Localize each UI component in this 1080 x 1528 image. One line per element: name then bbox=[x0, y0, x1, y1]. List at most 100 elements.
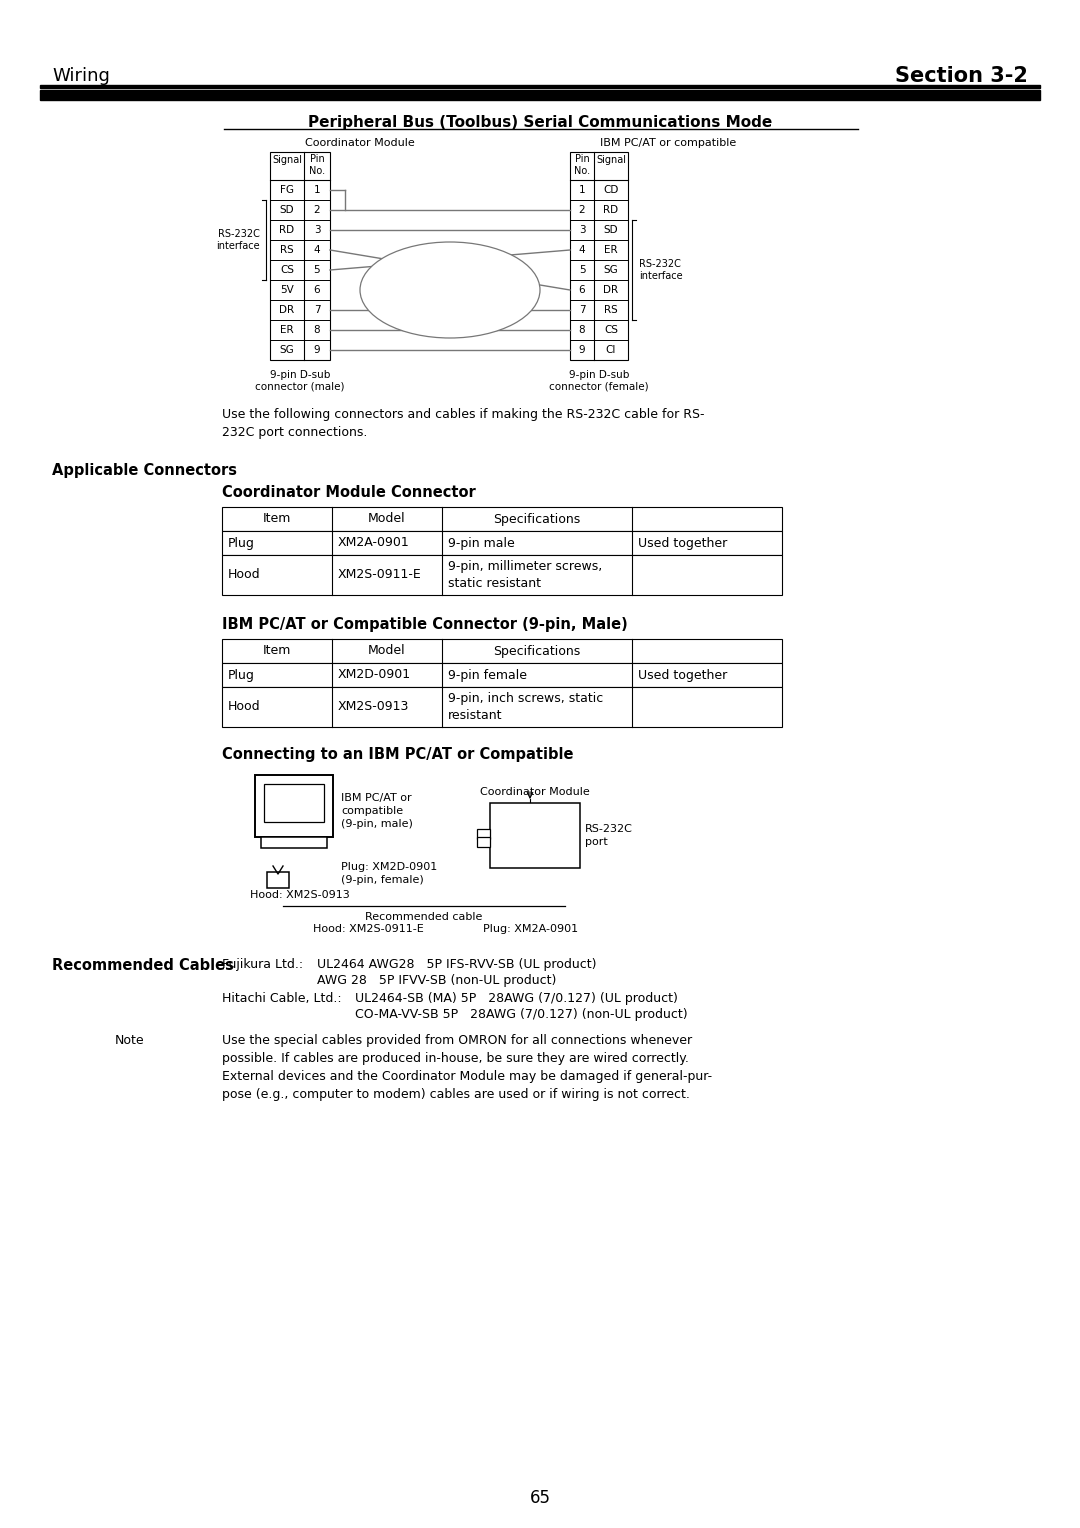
Text: 1: 1 bbox=[579, 185, 585, 196]
Bar bbox=[222, 507, 782, 532]
Text: Connecting to an IBM PC/AT or Compatible: Connecting to an IBM PC/AT or Compatible bbox=[222, 747, 573, 762]
Bar bbox=[570, 151, 627, 361]
Text: UL2464 AWG28   5P IFS-RVV-SB (UL product): UL2464 AWG28 5P IFS-RVV-SB (UL product) bbox=[318, 958, 596, 970]
Text: AWG 28   5P IFVV-SB (non-UL product): AWG 28 5P IFVV-SB (non-UL product) bbox=[318, 973, 556, 987]
Text: Pin
No.: Pin No. bbox=[309, 154, 325, 176]
Text: Use the special cables provided from OMRON for all connections whenever
possible: Use the special cables provided from OMR… bbox=[222, 1034, 712, 1102]
Text: 6: 6 bbox=[313, 286, 321, 295]
Text: 5: 5 bbox=[579, 264, 585, 275]
Text: 2: 2 bbox=[579, 205, 585, 215]
Bar bbox=[222, 663, 782, 688]
Text: Signal: Signal bbox=[272, 154, 302, 165]
Text: 8: 8 bbox=[313, 325, 321, 335]
Text: Model: Model bbox=[368, 645, 406, 657]
Bar bbox=[40, 86, 1040, 89]
Text: Item: Item bbox=[262, 645, 292, 657]
Text: Plug: Plug bbox=[228, 669, 255, 681]
Text: ER: ER bbox=[604, 244, 618, 255]
Text: SD: SD bbox=[280, 205, 295, 215]
Text: IBM PC/AT or Compatible Connector (9-pin, Male): IBM PC/AT or Compatible Connector (9-pin… bbox=[222, 617, 627, 633]
Text: Signal: Signal bbox=[596, 154, 626, 165]
Text: Recommended Cables: Recommended Cables bbox=[52, 958, 234, 973]
Text: 9: 9 bbox=[313, 345, 321, 354]
Text: Item: Item bbox=[262, 512, 292, 526]
Text: SD: SD bbox=[604, 225, 619, 235]
Text: 6: 6 bbox=[579, 286, 585, 295]
Text: Peripheral Bus (Toolbus) Serial Communications Mode: Peripheral Bus (Toolbus) Serial Communic… bbox=[308, 115, 772, 130]
Text: Hood: XM2S-0911-E: Hood: XM2S-0911-E bbox=[313, 924, 423, 934]
Text: XM2S-0911-E: XM2S-0911-E bbox=[338, 568, 422, 582]
Text: DR: DR bbox=[280, 306, 295, 315]
Text: 9-pin D-sub
connector (female): 9-pin D-sub connector (female) bbox=[550, 370, 649, 391]
Ellipse shape bbox=[360, 241, 540, 338]
Text: SG: SG bbox=[280, 345, 295, 354]
Text: Coordinator Module Connector: Coordinator Module Connector bbox=[222, 484, 476, 500]
Text: Applicable Connectors: Applicable Connectors bbox=[52, 463, 237, 478]
Text: CI: CI bbox=[606, 345, 617, 354]
Text: XM2D-0901: XM2D-0901 bbox=[338, 669, 411, 681]
Bar bbox=[477, 830, 490, 839]
Text: 65: 65 bbox=[529, 1488, 551, 1507]
Text: Use the following connectors and cables if making the RS-232C cable for RS-
232C: Use the following connectors and cables … bbox=[222, 408, 704, 439]
Text: 3: 3 bbox=[313, 225, 321, 235]
Text: RS: RS bbox=[280, 244, 294, 255]
Text: Plug: XM2A-0901: Plug: XM2A-0901 bbox=[483, 924, 578, 934]
Text: UL2464-SB (MA) 5P   28AWG (7/0.127) (UL product): UL2464-SB (MA) 5P 28AWG (7/0.127) (UL pr… bbox=[355, 992, 678, 1005]
Text: Plug: XM2D-0901
(9-pin, female): Plug: XM2D-0901 (9-pin, female) bbox=[341, 862, 437, 885]
Text: Used together: Used together bbox=[638, 669, 727, 681]
Text: RS-232C
port: RS-232C port bbox=[585, 824, 633, 847]
Text: Recommended cable: Recommended cable bbox=[365, 912, 483, 921]
Text: CS: CS bbox=[280, 264, 294, 275]
Text: 9-pin male: 9-pin male bbox=[448, 536, 515, 550]
Bar bbox=[270, 151, 330, 361]
Bar bbox=[255, 775, 333, 837]
Text: CO-MA-VV-SB 5P   28AWG (7/0.127) (non-UL product): CO-MA-VV-SB 5P 28AWG (7/0.127) (non-UL p… bbox=[355, 1008, 688, 1021]
Text: 7: 7 bbox=[313, 306, 321, 315]
Text: RS: RS bbox=[604, 306, 618, 315]
Text: Note: Note bbox=[114, 1034, 145, 1047]
Text: Plug: Plug bbox=[228, 536, 255, 550]
Text: XM2S-0913: XM2S-0913 bbox=[338, 700, 409, 714]
Text: 4: 4 bbox=[313, 244, 321, 255]
Text: ER: ER bbox=[280, 325, 294, 335]
Text: RD: RD bbox=[604, 205, 619, 215]
Text: Section 3-2: Section 3-2 bbox=[895, 66, 1028, 86]
Bar bbox=[267, 872, 289, 888]
Text: CS: CS bbox=[604, 325, 618, 335]
Text: Hood: Hood bbox=[228, 700, 260, 714]
Text: 5V: 5V bbox=[280, 286, 294, 295]
Text: SG: SG bbox=[604, 264, 619, 275]
Text: Fujikura Ltd.:: Fujikura Ltd.: bbox=[222, 958, 303, 970]
Bar bbox=[490, 804, 580, 868]
Bar bbox=[264, 784, 324, 822]
Text: 1: 1 bbox=[313, 185, 321, 196]
Text: Coordinator Module: Coordinator Module bbox=[305, 138, 415, 148]
Text: IBM PC/AT or
compatible
(9-pin, male): IBM PC/AT or compatible (9-pin, male) bbox=[341, 793, 413, 830]
Bar bbox=[40, 90, 1040, 99]
Text: CD: CD bbox=[604, 185, 619, 196]
Text: RS-232C
interface: RS-232C interface bbox=[216, 229, 260, 251]
Text: Coordinator Module: Coordinator Module bbox=[481, 787, 590, 798]
Bar bbox=[222, 688, 782, 727]
Text: 9-pin female: 9-pin female bbox=[448, 669, 527, 681]
Text: FG: FG bbox=[280, 185, 294, 196]
Text: Model: Model bbox=[368, 512, 406, 526]
Text: 7: 7 bbox=[579, 306, 585, 315]
Text: XM2A-0901: XM2A-0901 bbox=[338, 536, 409, 550]
Text: 9-pin, millimeter screws,
static resistant: 9-pin, millimeter screws, static resista… bbox=[448, 559, 603, 590]
Bar bbox=[222, 532, 782, 555]
Text: DR: DR bbox=[604, 286, 619, 295]
Bar bbox=[261, 837, 327, 848]
Text: Specifications: Specifications bbox=[494, 512, 581, 526]
Text: Hitachi Cable, Ltd.:: Hitachi Cable, Ltd.: bbox=[222, 992, 341, 1005]
Text: 8: 8 bbox=[579, 325, 585, 335]
Text: 5: 5 bbox=[313, 264, 321, 275]
Text: Wiring: Wiring bbox=[52, 67, 110, 86]
Text: Specifications: Specifications bbox=[494, 645, 581, 657]
Text: RS-232C
interface: RS-232C interface bbox=[639, 260, 683, 281]
Bar bbox=[222, 555, 782, 594]
Text: 4: 4 bbox=[579, 244, 585, 255]
Text: Pin
No.: Pin No. bbox=[573, 154, 590, 176]
Text: Used together: Used together bbox=[638, 536, 727, 550]
Text: Hood: Hood bbox=[228, 568, 260, 582]
